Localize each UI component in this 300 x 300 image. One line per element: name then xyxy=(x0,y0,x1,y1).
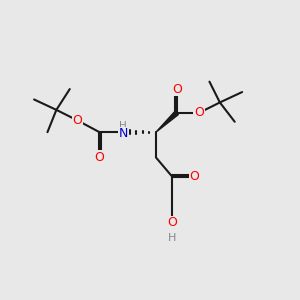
Text: N: N xyxy=(118,127,128,140)
Polygon shape xyxy=(156,111,178,132)
Text: H: H xyxy=(168,233,176,243)
Text: O: O xyxy=(167,216,177,229)
Text: O: O xyxy=(190,170,200,183)
Text: O: O xyxy=(172,82,182,96)
Text: H: H xyxy=(119,121,127,130)
Text: O: O xyxy=(72,114,82,127)
Text: O: O xyxy=(194,106,204,119)
Text: O: O xyxy=(94,151,104,164)
